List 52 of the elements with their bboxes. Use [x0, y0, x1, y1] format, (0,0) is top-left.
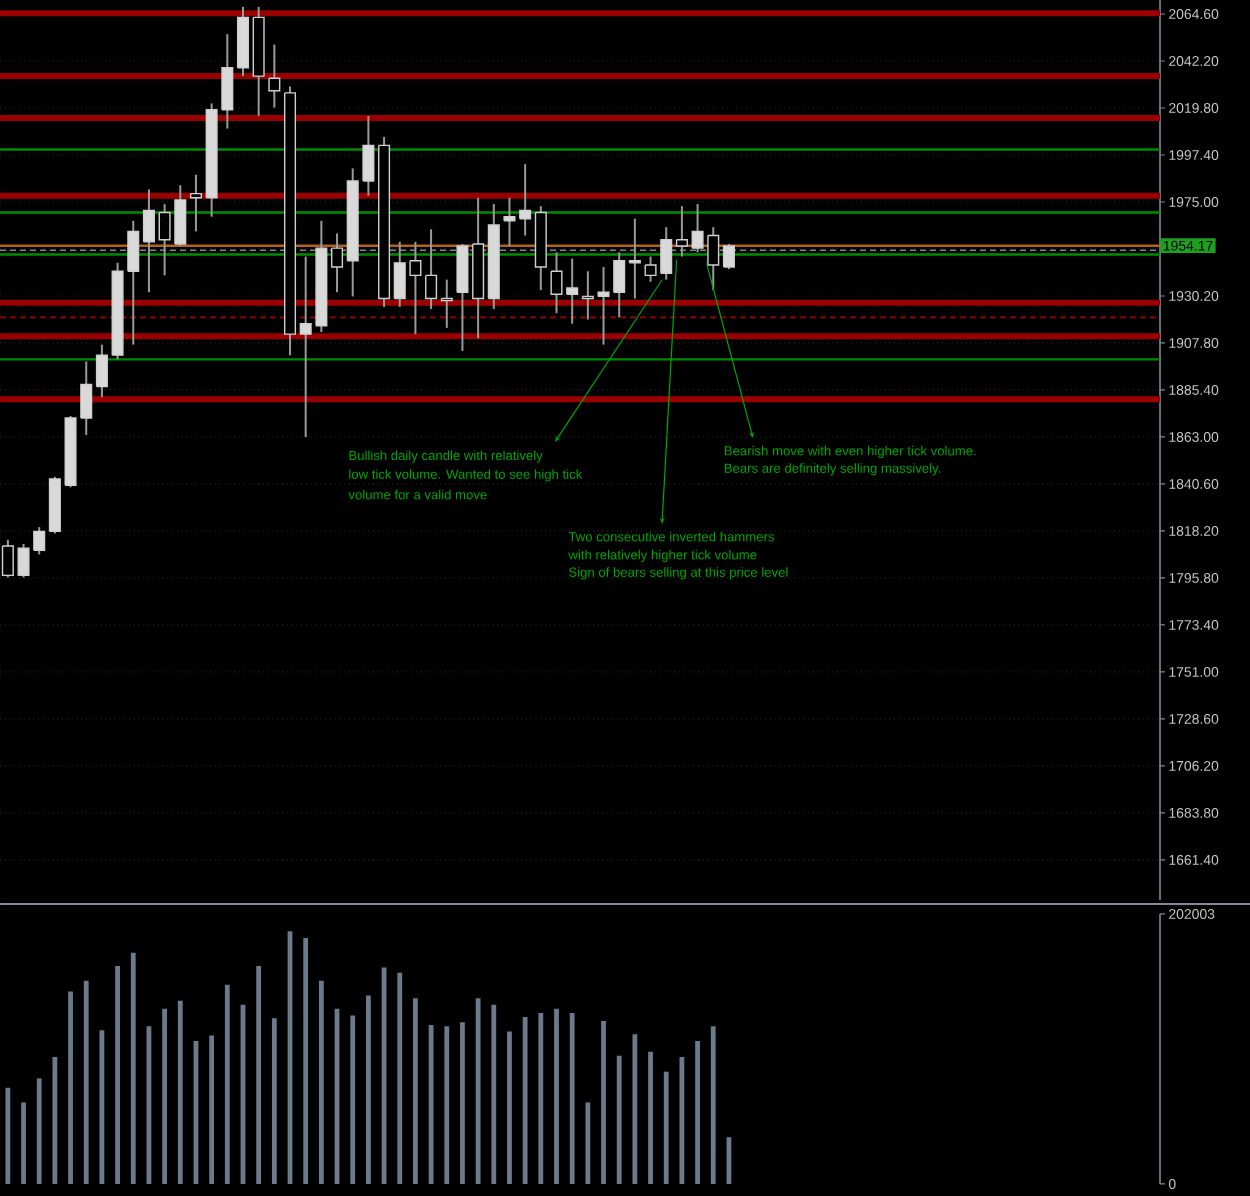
- bar: [663, 1071, 669, 1184]
- bar: [162, 1008, 168, 1184]
- candlestick: [675, 205, 688, 258]
- bar: [303, 938, 309, 1184]
- candlestick: [127, 219, 140, 346]
- candlestick: [456, 242, 469, 352]
- candlestick: [581, 270, 594, 321]
- bar: [68, 991, 73, 1184]
- bar: [5, 1087, 11, 1184]
- bar: [460, 1022, 465, 1184]
- bar: [695, 1040, 700, 1184]
- bar: [522, 1016, 528, 1184]
- bar: [271, 1018, 277, 1184]
- bar: [115, 966, 120, 1184]
- bar: [130, 952, 136, 1184]
- bar: [710, 1026, 716, 1184]
- bar: [209, 1035, 215, 1184]
- candlestick: [597, 266, 610, 346]
- bar: [365, 995, 371, 1184]
- bar: [507, 1031, 512, 1184]
- bar: [177, 1000, 183, 1184]
- bar: [491, 1004, 497, 1184]
- bar: [632, 1034, 638, 1184]
- bar: [256, 966, 262, 1184]
- bar: [475, 998, 481, 1184]
- bar: [538, 1012, 544, 1184]
- bar: [585, 1102, 591, 1184]
- candlestick: [425, 228, 438, 310]
- bar: [554, 1008, 559, 1184]
- candlestick: [331, 232, 344, 294]
- bar: [601, 1020, 606, 1184]
- candlestick: [722, 242, 735, 271]
- bar: [397, 972, 403, 1184]
- bar: [616, 1055, 622, 1184]
- bar: [83, 980, 89, 1184]
- candlestick: [142, 188, 155, 294]
- bar: [444, 1026, 450, 1184]
- bar: [569, 1012, 575, 1184]
- candlestick: [95, 343, 108, 399]
- bar: [21, 1102, 26, 1184]
- bar: [413, 998, 418, 1184]
- candlestick: [189, 173, 202, 233]
- bar: [648, 1051, 653, 1184]
- bar: [318, 980, 324, 1184]
- bar: [224, 984, 230, 1184]
- candlestick: [628, 217, 641, 300]
- bar: [52, 1056, 58, 1184]
- candlestick: [268, 43, 281, 109]
- bar: [350, 1015, 356, 1184]
- candlestick: [440, 278, 453, 329]
- candlestick: [613, 251, 626, 319]
- bar: [36, 1078, 42, 1184]
